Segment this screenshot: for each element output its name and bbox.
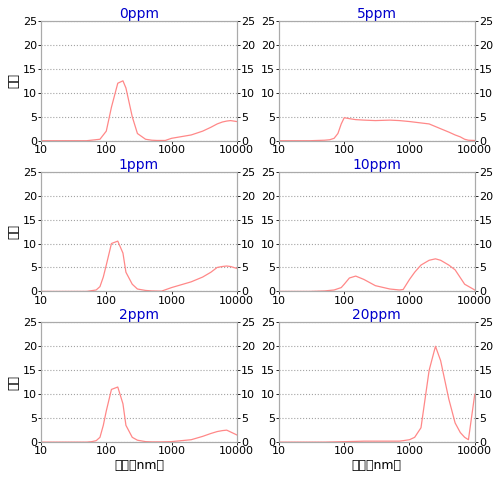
Title: 5ppm: 5ppm [357, 7, 397, 21]
Title: 1ppm: 1ppm [119, 158, 159, 171]
Title: 20ppm: 20ppm [352, 308, 401, 322]
Title: 10ppm: 10ppm [352, 158, 402, 171]
Y-axis label: 頻度: 頻度 [7, 224, 20, 239]
Y-axis label: 頻度: 頻度 [7, 73, 20, 88]
Title: 2ppm: 2ppm [119, 308, 159, 322]
X-axis label: 粒径（nm）: 粒径（nm） [114, 459, 164, 472]
X-axis label: 粒径（nm）: 粒径（nm） [352, 459, 402, 472]
Y-axis label: 頻度: 頻度 [7, 375, 20, 390]
Title: 0ppm: 0ppm [119, 7, 159, 21]
